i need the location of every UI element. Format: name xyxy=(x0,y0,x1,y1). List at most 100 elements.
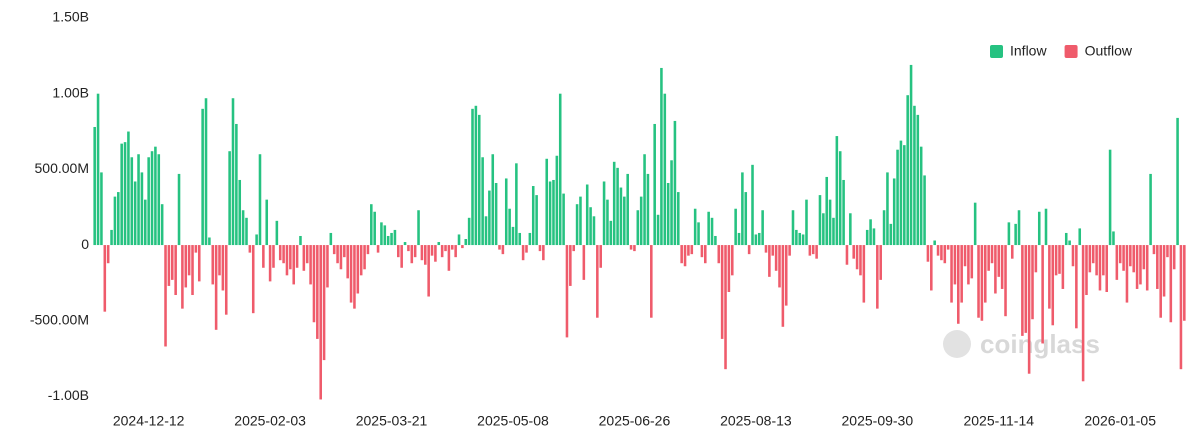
bar xyxy=(343,245,346,258)
bar xyxy=(832,217,835,246)
bar xyxy=(609,220,613,246)
bar xyxy=(1176,117,1179,246)
bar xyxy=(302,245,306,271)
bar xyxy=(946,245,950,250)
bar xyxy=(181,245,184,309)
bar xyxy=(319,245,322,400)
bar xyxy=(913,105,916,246)
bar xyxy=(1014,223,1017,246)
bar xyxy=(1058,245,1061,274)
legend-label: Outflow xyxy=(1085,43,1133,59)
y-tick-label: 1.00B xyxy=(52,84,89,100)
bar xyxy=(1132,245,1135,273)
bar xyxy=(154,146,157,246)
bar xyxy=(872,228,876,246)
bar xyxy=(879,245,882,280)
bar xyxy=(747,245,751,255)
bar xyxy=(1156,245,1159,289)
bar xyxy=(332,245,336,255)
bar xyxy=(899,140,903,246)
bar xyxy=(677,192,680,246)
bar xyxy=(440,245,444,258)
bar xyxy=(970,245,974,279)
watermark-text: coinglass xyxy=(980,329,1100,359)
bar xyxy=(1122,245,1125,271)
bar xyxy=(336,245,339,264)
bar xyxy=(221,245,225,291)
bar xyxy=(545,158,549,246)
bar xyxy=(919,146,923,246)
bar xyxy=(1112,231,1115,246)
x-tick-label: 2025-05-08 xyxy=(477,413,549,429)
bar xyxy=(170,245,174,280)
bar xyxy=(744,192,748,246)
bar xyxy=(113,196,117,246)
bar xyxy=(808,245,812,256)
bar xyxy=(950,245,953,303)
bar xyxy=(326,245,329,288)
bar xyxy=(656,214,660,246)
bar xyxy=(241,210,245,246)
bar xyxy=(825,176,829,246)
bar xyxy=(606,199,609,246)
bar xyxy=(515,163,518,246)
bar xyxy=(987,245,990,271)
bar xyxy=(933,240,936,246)
x-tick-label: 2025-09-30 xyxy=(842,413,914,429)
bar xyxy=(123,142,127,246)
bar xyxy=(120,143,123,246)
bar xyxy=(643,154,646,246)
bar xyxy=(683,245,687,267)
bar xyxy=(599,245,602,268)
bar xyxy=(1034,245,1038,273)
bar xyxy=(1129,245,1132,267)
bar xyxy=(194,245,198,253)
bar xyxy=(305,245,309,264)
bar xyxy=(757,232,761,246)
bar xyxy=(410,245,414,264)
bar xyxy=(450,245,454,250)
bar xyxy=(1135,245,1139,289)
bar xyxy=(258,154,262,246)
bar xyxy=(697,222,700,246)
bar xyxy=(218,245,221,276)
bar xyxy=(569,245,572,286)
bar xyxy=(1115,245,1119,280)
bar xyxy=(383,225,387,246)
bar xyxy=(346,245,349,279)
bar xyxy=(673,120,677,246)
x-tick-label: 2025-02-03 xyxy=(234,413,306,429)
x-tick-label: 2026-01-05 xyxy=(1084,413,1156,429)
bar xyxy=(191,245,194,296)
bar xyxy=(923,175,926,246)
x-tick-label: 2025-03-21 xyxy=(356,413,428,429)
bar xyxy=(1088,245,1092,273)
bar xyxy=(859,245,862,276)
bar xyxy=(886,172,889,246)
bar xyxy=(494,182,498,246)
bar xyxy=(575,204,579,246)
bar xyxy=(589,207,592,246)
y-tick-label: 500.00M xyxy=(35,160,89,176)
bar xyxy=(876,245,879,309)
bar xyxy=(582,245,586,280)
bar xyxy=(734,208,737,246)
bar xyxy=(997,245,1001,277)
bar xyxy=(1162,245,1166,297)
bar xyxy=(754,234,758,246)
bar xyxy=(437,242,441,246)
bar xyxy=(983,245,987,303)
bar xyxy=(312,245,316,323)
bar xyxy=(704,245,707,264)
bar xyxy=(788,245,791,256)
bar xyxy=(990,245,994,264)
bar xyxy=(666,182,670,246)
bar xyxy=(1024,245,1028,333)
bar xyxy=(1081,245,1085,382)
bar xyxy=(596,245,599,318)
bar xyxy=(548,181,552,246)
bar xyxy=(1098,245,1102,291)
bar xyxy=(781,245,785,327)
bar xyxy=(356,245,360,294)
